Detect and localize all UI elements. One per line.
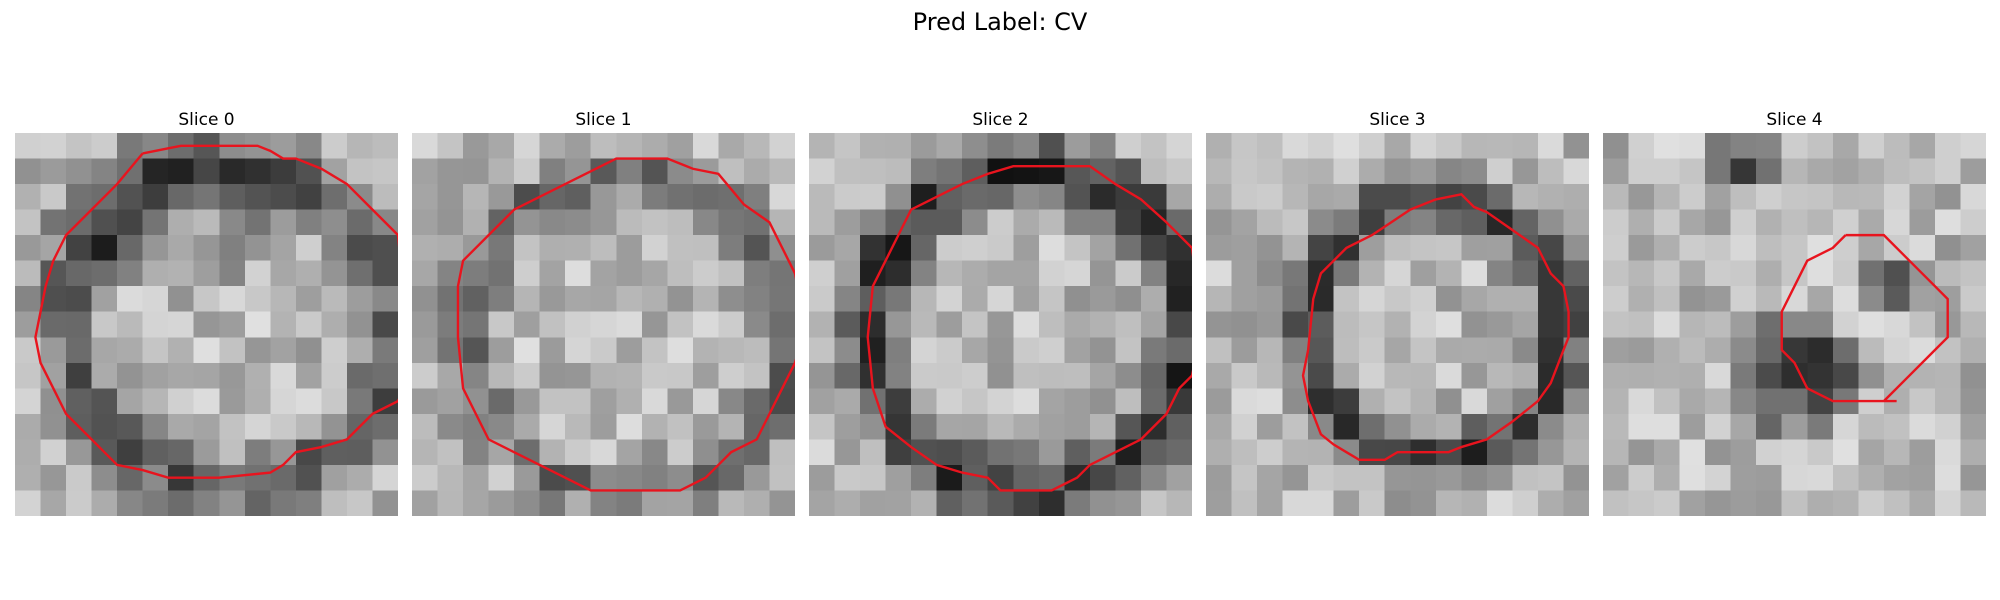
contour-overlay: [15, 133, 398, 516]
contour-overlay: [1206, 133, 1589, 516]
slice-panel-4: Slice 4: [1603, 108, 1986, 516]
contour-overlay: [412, 133, 795, 516]
slice-title: Slice 0: [178, 110, 235, 130]
segmentation-contour: [1303, 194, 1569, 460]
slice-panel-3: Slice 3: [1206, 108, 1589, 516]
segmentation-contour: [1782, 235, 1948, 401]
slice-panel-1: Slice 1: [412, 108, 795, 516]
slice-title: Slice 1: [575, 110, 632, 130]
segmentation-contour: [35, 146, 398, 478]
segmentation-contour: [868, 166, 1192, 490]
slice-title: Slice 4: [1766, 110, 1823, 130]
slice-image: [1603, 133, 1986, 516]
slice-image: [809, 133, 1192, 516]
slice-title: Slice 3: [1369, 110, 1426, 130]
slice-image: [15, 133, 398, 516]
slice-panel-0: Slice 0: [15, 108, 398, 516]
slice-title: Slice 2: [972, 110, 1029, 130]
contour-overlay: [809, 133, 1192, 516]
segmentation-contour: [458, 159, 795, 491]
slice-panel-2: Slice 2: [809, 108, 1192, 516]
figure-title: Pred Label: CV: [912, 8, 1088, 36]
contour-overlay: [1603, 133, 1986, 516]
